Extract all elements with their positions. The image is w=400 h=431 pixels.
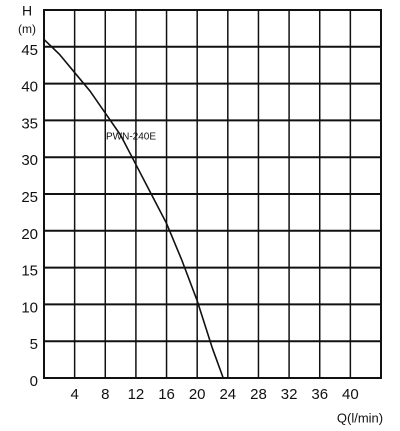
- y-axis-unit: (m): [18, 22, 36, 36]
- y-tick-label: 0: [30, 373, 38, 390]
- y-tick-label: 20: [21, 226, 38, 243]
- x-axis-label: Q(l/min): [337, 410, 383, 425]
- y-axis-label: H: [22, 3, 32, 19]
- x-tick-label: 36: [311, 386, 328, 403]
- y-tick-label: 40: [21, 79, 38, 96]
- x-tick-label: 16: [158, 386, 175, 403]
- curve-label: PWN-240E: [106, 132, 156, 143]
- x-tick-label: 12: [128, 386, 145, 403]
- x-tick-label: 24: [219, 386, 236, 403]
- x-tick-label: 8: [101, 386, 109, 403]
- y-tick-label: 30: [21, 152, 38, 169]
- x-tick-label: 4: [70, 386, 78, 403]
- x-tick-label: 32: [281, 386, 298, 403]
- y-tick-label: 35: [21, 115, 38, 132]
- y-tick-label: 5: [30, 336, 38, 353]
- pump-curve: [43, 38, 224, 379]
- y-tick-label: 10: [21, 299, 38, 316]
- x-tick-label: 40: [342, 386, 359, 403]
- y-tick-label: 15: [21, 263, 38, 280]
- x-tick-label: 28: [250, 386, 267, 403]
- x-tick-label: 20: [189, 386, 206, 403]
- y-tick-label: 45: [21, 42, 38, 59]
- y-tick-label: 25: [21, 189, 38, 206]
